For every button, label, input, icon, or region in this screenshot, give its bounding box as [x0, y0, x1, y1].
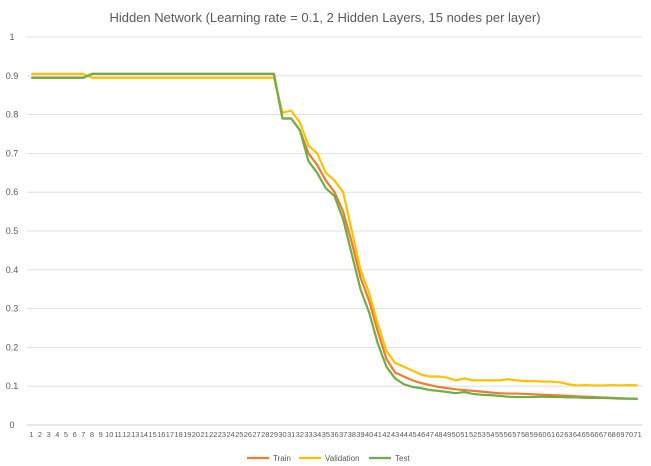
- legend-label-train: Train: [273, 454, 291, 463]
- x-tick-label: 35: [322, 430, 330, 439]
- x-tick-label: 36: [330, 430, 338, 439]
- x-tick-label: 32: [296, 430, 304, 439]
- x-tick-label: 41: [374, 430, 382, 439]
- x-tick-label: 66: [590, 430, 598, 439]
- legend: Train Validation Test: [247, 454, 410, 463]
- x-tick-label: 34: [313, 430, 321, 439]
- y-tick-label: 0.4: [6, 265, 19, 275]
- x-tick-label: 49: [443, 430, 451, 439]
- x-tick-label: 42: [382, 430, 390, 439]
- x-tick-label: 12: [122, 430, 130, 439]
- x-tick-label: 46: [417, 430, 425, 439]
- x-tick-label: 47: [426, 430, 434, 439]
- y-tick-label: 0.1: [6, 381, 19, 391]
- x-tick-label: 62: [556, 430, 564, 439]
- x-tick-label: 14: [140, 430, 148, 439]
- x-tick-label: 58: [521, 430, 529, 439]
- x-tick-label: 71: [634, 430, 642, 439]
- x-tick-label: 43: [391, 430, 399, 439]
- x-tick-label: 65: [582, 430, 590, 439]
- x-tick-label: 45: [408, 430, 416, 439]
- y-tick-label: 0.5: [6, 226, 19, 236]
- x-tick-label: 11: [114, 430, 122, 439]
- x-tick-label: 19: [183, 430, 191, 439]
- x-tick-label: 37: [339, 430, 347, 439]
- x-tick-label: 40: [365, 430, 373, 439]
- x-tick-label: 20: [192, 430, 200, 439]
- legend-label-test: Test: [395, 454, 410, 463]
- x-tick-label: 23: [218, 430, 226, 439]
- x-tick-label: 16: [157, 430, 165, 439]
- x-tick-label: 67: [599, 430, 607, 439]
- x-tick-label: 17: [166, 430, 174, 439]
- x-tick-label: 39: [356, 430, 364, 439]
- x-tick-label: 56: [504, 430, 512, 439]
- gridlines: [27, 36, 642, 426]
- x-tick-label: 63: [564, 430, 572, 439]
- legend-label-validation: Validation: [325, 454, 360, 463]
- x-tick-label: 44: [400, 430, 408, 439]
- x-tick-label: 22: [209, 430, 217, 439]
- y-tick-label: 0.7: [6, 148, 19, 158]
- x-tick-label: 57: [512, 430, 520, 439]
- x-tick-label: 60: [538, 430, 546, 439]
- x-tick-label: 70: [625, 430, 633, 439]
- x-tick-label: 7: [81, 430, 85, 439]
- y-tick-label: 0.3: [6, 304, 19, 314]
- x-tick-label: 53: [478, 430, 486, 439]
- series-lines: [31, 72, 638, 401]
- x-tick-label: 3: [47, 430, 51, 439]
- x-tick-label: 1: [29, 430, 33, 439]
- series-line-validation: [31, 72, 638, 387]
- x-tick-label: 2: [38, 430, 42, 439]
- x-tick-label: 64: [573, 430, 581, 439]
- x-tick-label: 38: [348, 430, 356, 439]
- chart-title: Hidden Network (Learning rate = 0.1, 2 H…: [109, 10, 540, 25]
- x-tick-label: 48: [434, 430, 442, 439]
- series-line-train: [31, 72, 638, 400]
- x-tick-label: 8: [90, 430, 94, 439]
- x-axis-ticks: 1 2 3 4 5 6 7 8 9 10 11 12 13 14 15 16 17 18 19 20 21 22 23 24 2…: [29, 430, 642, 439]
- x-tick-label: 33: [304, 430, 312, 439]
- x-tick-label: 59: [530, 430, 538, 439]
- x-tick-label: 68: [608, 430, 616, 439]
- y-tick-label: 0.9: [6, 71, 19, 81]
- x-tick-label: 13: [131, 430, 139, 439]
- x-tick-label: 9: [99, 430, 103, 439]
- x-tick-label: 61: [547, 430, 555, 439]
- x-tick-label: 69: [616, 430, 624, 439]
- y-tick-label: 1: [9, 32, 14, 42]
- x-tick-label: 50: [452, 430, 460, 439]
- x-tick-label: 4: [55, 430, 59, 439]
- x-tick-label: 29: [270, 430, 278, 439]
- x-tick-label: 26: [244, 430, 252, 439]
- x-tick-label: 27: [252, 430, 260, 439]
- x-tick-label: 21: [200, 430, 208, 439]
- series-line-test: [31, 72, 638, 401]
- x-tick-label: 28: [261, 430, 269, 439]
- x-tick-label: 24: [226, 430, 234, 439]
- y-tick-label: 0.6: [6, 187, 19, 197]
- x-tick-label: 6: [73, 430, 77, 439]
- x-tick-label: 30: [278, 430, 286, 439]
- x-tick-label: 25: [235, 430, 243, 439]
- y-tick-label: 0.8: [6, 110, 19, 120]
- x-tick-label: 52: [469, 430, 477, 439]
- x-tick-label: 10: [105, 430, 113, 439]
- y-axis-ticks: 0 0.1 0.2 0.3 0.4 0.5 0.6 0.7 0.8 0.9 1: [6, 32, 19, 430]
- y-tick-label: 0: [9, 420, 14, 430]
- x-tick-label: 31: [287, 430, 295, 439]
- x-tick-label: 18: [174, 430, 182, 439]
- x-tick-label: 55: [495, 430, 503, 439]
- x-tick-label: 5: [64, 430, 68, 439]
- x-tick-label: 15: [148, 430, 156, 439]
- y-tick-label: 0.2: [6, 342, 19, 352]
- x-tick-label: 54: [486, 430, 494, 439]
- x-tick-label: 51: [460, 430, 468, 439]
